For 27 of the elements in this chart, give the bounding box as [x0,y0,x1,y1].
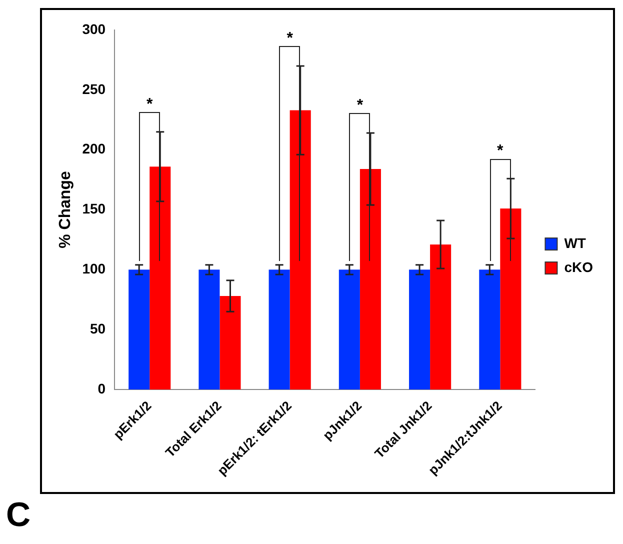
annotation: * [146,96,154,113]
bar [128,270,150,390]
bar [268,270,290,390]
legend-label: WT [564,234,586,251]
annotation: * [286,30,294,47]
y-tick-label: 250 [82,80,106,97]
bar [430,244,452,390]
y-tick-label: 100 [82,260,106,277]
y-axis-title: % Change [57,170,74,248]
bar [290,110,311,390]
y-tick-label: 200 [82,140,106,157]
bar [500,208,522,390]
annotation: * [356,97,364,114]
bar [479,270,500,390]
bar [150,166,171,390]
text: C [6,496,31,535]
bar [409,270,430,390]
bar [360,169,381,390]
bar [220,296,241,390]
bar [198,270,220,390]
y-tick-label: 50 [90,320,106,336]
y-tick-label: 0 [98,380,106,396]
y-tick-label: 150 [82,200,106,217]
bar [338,270,360,390]
legend-label: cKO [564,258,594,275]
y-tick-label: 300 [82,20,106,37]
annotation: * [497,142,504,160]
